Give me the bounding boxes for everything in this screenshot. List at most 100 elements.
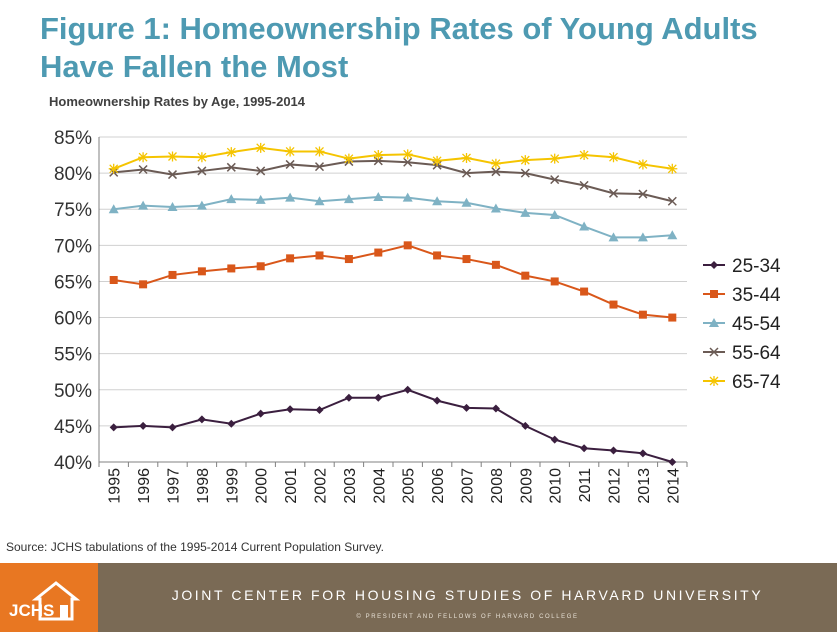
series-line — [113, 159, 673, 203]
y-tick-label: 65% — [54, 272, 92, 293]
series-45-54 — [108, 191, 678, 242]
data-point — [609, 300, 618, 309]
source-note: Source: JCHS tabulations of the 1995-201… — [6, 540, 384, 554]
data-point — [285, 192, 296, 202]
data-point — [256, 409, 265, 418]
data-point — [286, 405, 295, 414]
legend-item: 35-44 — [703, 285, 781, 306]
data-point — [461, 197, 472, 207]
data-point — [638, 449, 647, 458]
data-point — [138, 200, 149, 210]
data-point — [402, 192, 413, 202]
y-tick-label: 40% — [54, 453, 92, 474]
data-point — [608, 152, 619, 163]
data-point — [580, 444, 589, 453]
data-point — [608, 188, 619, 198]
data-point — [461, 152, 472, 163]
data-point — [433, 396, 442, 405]
data-point — [637, 159, 648, 170]
chart-subtitle: Homeownership Rates by Age, 1995-2014 — [49, 94, 306, 109]
x-tick-label: 2012 — [607, 468, 624, 504]
y-tick-label: 60% — [54, 309, 92, 330]
data-point — [197, 415, 206, 424]
data-point — [638, 189, 648, 199]
jchs-logo[interactable]: JCHS — [0, 563, 98, 632]
data-point — [196, 200, 207, 210]
y-tick-label: 75% — [54, 200, 92, 221]
x-tick-label: 2001 — [283, 468, 300, 504]
legend-item: 25-34 — [703, 256, 781, 277]
data-point — [197, 166, 207, 176]
data-point — [491, 167, 501, 177]
data-point — [520, 207, 531, 217]
data-point — [109, 423, 118, 432]
series-25-34 — [109, 385, 677, 466]
x-tick-label: 1996 — [136, 468, 153, 504]
data-point — [579, 180, 589, 190]
legend-item: 65-74 — [703, 372, 781, 393]
y-tick-label: 55% — [54, 345, 92, 366]
y-tick-label: 80% — [54, 164, 92, 185]
series-65-74 — [108, 142, 678, 174]
legend-marker — [710, 290, 718, 298]
x-tick-label: 2009 — [518, 468, 535, 504]
x-tick-label: 1995 — [107, 468, 124, 504]
data-point — [255, 194, 266, 204]
legend-item: 45-54 — [703, 314, 781, 335]
data-point — [168, 423, 177, 432]
data-point — [550, 277, 559, 286]
data-point — [520, 168, 530, 178]
data-point — [227, 419, 236, 428]
data-point — [286, 254, 295, 263]
data-point — [374, 393, 383, 402]
series-55-64 — [109, 156, 677, 206]
footer-copyright: © PRESIDENT AND FELLOWS OF HARVARD COLLE… — [356, 614, 579, 620]
footer-org-name: JOINT CENTER FOR HOUSING STUDIES OF HARV… — [171, 587, 764, 603]
legend-label: 45-54 — [732, 314, 781, 335]
logo-text: JCHS — [9, 601, 55, 620]
legend-marker — [710, 261, 718, 269]
data-point — [462, 255, 471, 264]
data-point — [343, 153, 354, 164]
data-point — [285, 146, 296, 157]
data-point — [549, 153, 560, 164]
data-point — [344, 255, 353, 264]
line-chart: 40% 45% 50% 55% 60% 65% 70% 75% 80% 85% 1995 1996 19… — [54, 128, 781, 504]
data-point — [432, 155, 443, 166]
data-point — [520, 155, 531, 166]
data-point — [490, 203, 501, 213]
data-point — [549, 210, 560, 219]
data-point — [608, 232, 619, 242]
x-tick-label: 2013 — [636, 468, 653, 504]
data-point — [167, 170, 178, 180]
x-tick-label: 2000 — [254, 468, 271, 504]
data-point — [461, 168, 472, 178]
data-point — [343, 194, 354, 204]
data-point — [256, 166, 266, 176]
data-point — [109, 276, 118, 284]
data-point — [374, 248, 383, 257]
series-line — [113, 146, 673, 170]
data-point — [314, 146, 325, 157]
legend-label: 25-34 — [732, 256, 781, 277]
data-point — [521, 271, 530, 280]
data-point — [403, 157, 413, 167]
data-point — [108, 204, 119, 214]
data-point — [226, 162, 236, 172]
house-icon — [31, 581, 81, 621]
data-point — [168, 270, 177, 279]
data-point — [550, 175, 560, 185]
data-point — [139, 421, 148, 430]
legend-label: 65-74 — [732, 372, 781, 393]
legend-label: 55-64 — [732, 343, 781, 364]
x-tick-label: 2010 — [548, 468, 565, 504]
legend-item: 55-64 — [703, 343, 781, 364]
x-tick-label: 2004 — [371, 468, 388, 504]
data-point — [255, 142, 266, 153]
x-tick-label: 2008 — [489, 468, 506, 504]
legend-marker — [709, 318, 719, 327]
data-point — [432, 196, 443, 206]
y-tick-label: 50% — [54, 381, 92, 402]
data-point — [667, 163, 678, 174]
data-point — [403, 385, 412, 394]
